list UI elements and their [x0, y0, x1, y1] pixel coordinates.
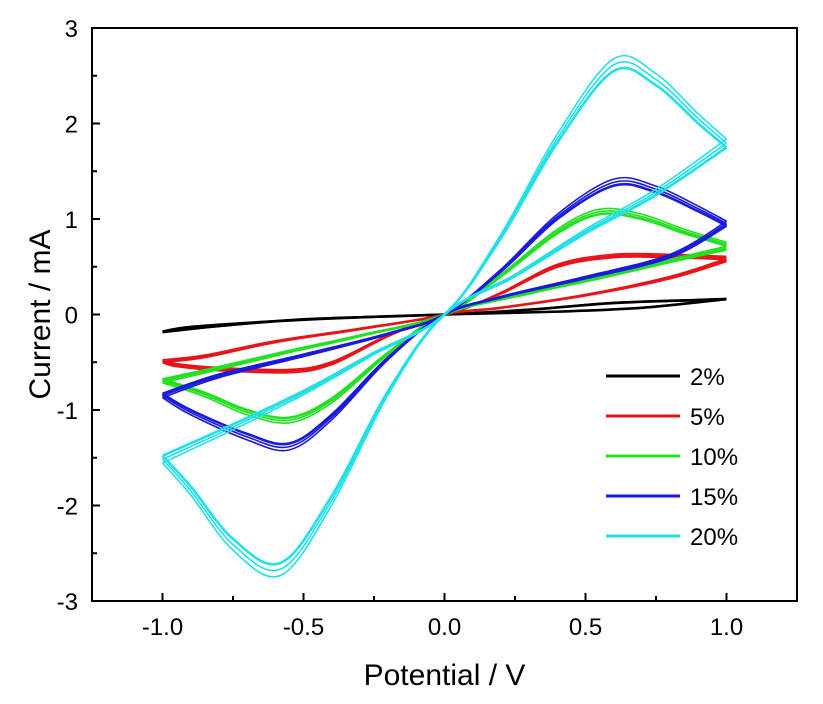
- legend-label: 5%: [690, 404, 725, 431]
- legend-label: 15%: [690, 484, 738, 511]
- x-tick-label: -0.5: [283, 614, 324, 641]
- x-tick-label: -1.0: [142, 614, 183, 641]
- x-tick-label: 0.0: [428, 614, 461, 641]
- series-forward-line: [161, 66, 728, 458]
- plot-curves: [161, 54, 728, 578]
- series-reverse-line: [161, 142, 727, 572]
- y-tick-label: -1: [57, 398, 78, 425]
- series-reverse-line: [162, 248, 727, 420]
- tick-labels: -1.0 -0.5 0.0 0.5 1.0 -3 -2 -1 0 1 2 3: [57, 16, 744, 641]
- series-reverse-line: [161, 146, 728, 566]
- legend-label: 20%: [690, 524, 738, 551]
- series-reverse-line: [162, 245, 727, 425]
- y-tick-label: 1: [65, 207, 78, 234]
- series-forward-line: [162, 207, 727, 384]
- series-reverse-line: [161, 138, 727, 578]
- y-tick-label: -2: [57, 494, 78, 521]
- series-reverse-line: [162, 297, 727, 334]
- plot-frame: [91, 27, 798, 602]
- series-reverse-line: [162, 247, 727, 422]
- x-tick-label: 0.5: [569, 614, 602, 641]
- series-4: [161, 54, 728, 578]
- y-tick-label: 2: [65, 112, 78, 139]
- series-forward-line: [162, 176, 727, 399]
- series-forward-line: [162, 210, 727, 382]
- legend-label: 2%: [690, 364, 725, 391]
- y-axis-label: Current / mA: [24, 229, 57, 399]
- series-forward-line: [162, 212, 727, 381]
- y-tick-label: 3: [65, 16, 78, 43]
- series-reverse-line: [161, 224, 728, 446]
- y-tick-label: 0: [65, 303, 78, 330]
- series-reverse-line: [162, 220, 727, 452]
- x-axis-label: Potential / V: [364, 659, 526, 692]
- series-forward-line: [162, 60, 728, 461]
- x-tick-label: 1.0: [710, 614, 743, 641]
- legend-label: 10%: [690, 444, 738, 471]
- legend: 2% 5% 10% 15% 20%: [606, 364, 738, 551]
- series-forward-line: [162, 54, 728, 464]
- y-tick-label: -3: [57, 589, 78, 616]
